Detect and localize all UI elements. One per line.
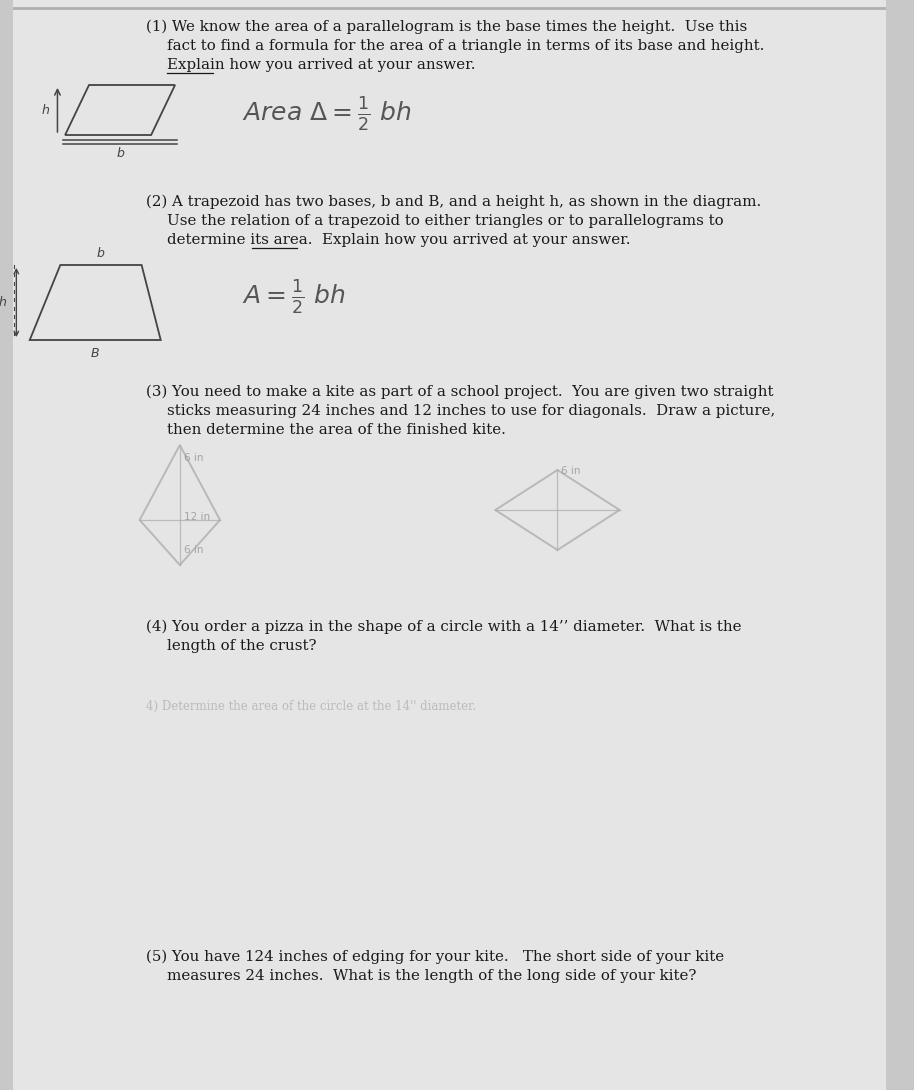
Text: Use the relation of a trapezoid to either triangles or to parallelograms to: Use the relation of a trapezoid to eithe… (167, 214, 724, 228)
Text: b: b (116, 146, 124, 159)
Text: (3) You need to make a kite as part of a school project.  You are given two stra: (3) You need to make a kite as part of a… (146, 385, 774, 399)
Text: 12 in: 12 in (184, 512, 210, 522)
Text: determine its area.  Explain how you arrived at your answer.: determine its area. Explain how you arri… (167, 233, 631, 247)
Text: 4) Determine the area of the circle at the 14'' diameter.: 4) Determine the area of the circle at t… (146, 700, 476, 713)
Text: 6 in: 6 in (184, 453, 203, 463)
Text: sticks measuring 24 inches and 12 inches to use for diagonals.  Draw a picture,: sticks measuring 24 inches and 12 inches… (167, 404, 776, 417)
Text: b: b (97, 246, 105, 259)
Text: (5) You have 124 inches of edging for your kite.   The short side of your kite: (5) You have 124 inches of edging for yo… (146, 950, 725, 965)
Text: B: B (90, 347, 100, 360)
Text: h: h (42, 104, 49, 117)
Text: Explain how you arrived at your answer.: Explain how you arrived at your answer. (167, 58, 476, 72)
Text: length of the crust?: length of the crust? (167, 639, 317, 653)
Text: 6 in: 6 in (561, 467, 580, 476)
Text: (2) A trapezoid has two bases, b and B, and a height h, as shown in the diagram.: (2) A trapezoid has two bases, b and B, … (146, 195, 761, 209)
Text: $\it{Area}\ \Delta = \frac{1}{2}\ \it{bh}$: $\it{Area}\ \Delta = \frac{1}{2}\ \it{bh… (242, 95, 411, 133)
Text: (1) We know the area of a parallelogram is the base times the height.  Use this: (1) We know the area of a parallelogram … (146, 20, 748, 35)
Text: 6 in: 6 in (184, 545, 203, 555)
Text: h: h (0, 296, 6, 308)
Text: (4) You order a pizza in the shape of a circle with a 14’’ diameter.  What is th: (4) You order a pizza in the shape of a … (146, 620, 742, 634)
Text: fact to find a formula for the area of a triangle in terms of its base and heigh: fact to find a formula for the area of a… (167, 39, 765, 53)
Text: $\it{A} = \frac{1}{2}\ \it{bh}$: $\it{A} = \frac{1}{2}\ \it{bh}$ (242, 278, 345, 316)
Text: measures 24 inches.  What is the length of the long side of your kite?: measures 24 inches. What is the length o… (167, 969, 696, 983)
Text: then determine the area of the finished kite.: then determine the area of the finished … (167, 423, 506, 437)
